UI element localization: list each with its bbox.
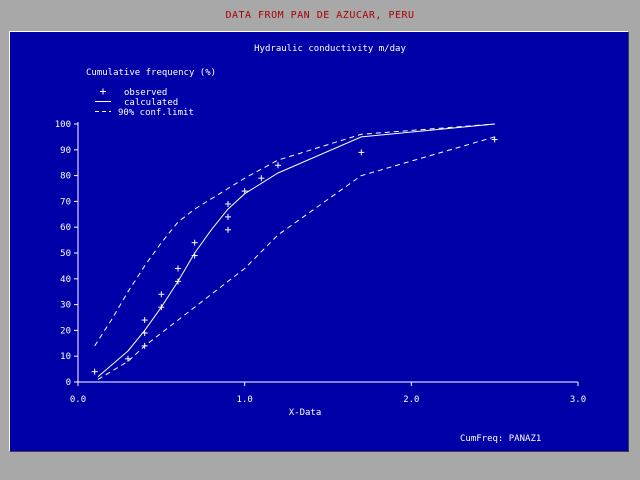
observed-point (275, 162, 281, 169)
window-title: DATA FROM PAN DE AZUCAR, PERU (225, 10, 415, 21)
y-tick-label: 80 (60, 172, 71, 182)
observed-point (241, 188, 248, 195)
x-tick-label: 3.0 (570, 395, 586, 405)
observed-point (258, 175, 265, 182)
observed-point (491, 136, 498, 143)
chart-title: Hydraulic conductivity m/day (254, 44, 406, 54)
y-axis-label: Cumulative frequency (%) (86, 68, 216, 78)
conf-limit-lower-line (97, 136, 495, 380)
observed-point (358, 149, 365, 156)
x-tick-label: 0.0 (70, 395, 86, 405)
x-axis-label: X-Data (289, 408, 322, 418)
observed-point (225, 226, 231, 233)
y-tick-label: 60 (60, 223, 71, 233)
observed-point (141, 317, 148, 324)
legend-label-conf-limit: 90% conf.limit (118, 108, 194, 118)
axes: 0 10 20 30 40 50 60 70 80 90 100 0.0 1.0 2.0 3.0 (55, 120, 586, 405)
legend-label-calculated: calculated (124, 98, 178, 108)
x-tick-label: 2.0 (403, 395, 419, 405)
calculated-line (97, 123, 495, 378)
observed-point (175, 265, 181, 272)
observed-point (125, 355, 131, 362)
observed-point (191, 239, 198, 246)
legend-marker-observed (100, 88, 106, 95)
y-tick-label: 10 (60, 352, 71, 362)
observed-point (225, 200, 231, 207)
y-tick-label: 90 (60, 146, 71, 156)
footer-label: CumFreq: PANAZ1 (460, 434, 541, 444)
conf-limit-upper-line (94, 123, 495, 347)
y-tick-label: 40 (60, 275, 71, 285)
observed-point (158, 291, 165, 298)
y-tick-label: 20 (60, 326, 71, 336)
observed-point (225, 213, 231, 220)
legend: observed calculated 90% conf.limit (95, 88, 194, 118)
legend-label-observed: observed (124, 88, 167, 98)
y-tick-label: 0 (66, 378, 71, 388)
series-layer (91, 123, 498, 380)
observed-point (91, 368, 98, 375)
y-tick-label: 70 (60, 197, 71, 207)
x-tick-label: 1.0 (237, 395, 253, 405)
y-tick-label: 30 (60, 301, 71, 311)
y-tick-label: 50 (60, 249, 71, 259)
y-tick-label: 100 (55, 120, 71, 130)
